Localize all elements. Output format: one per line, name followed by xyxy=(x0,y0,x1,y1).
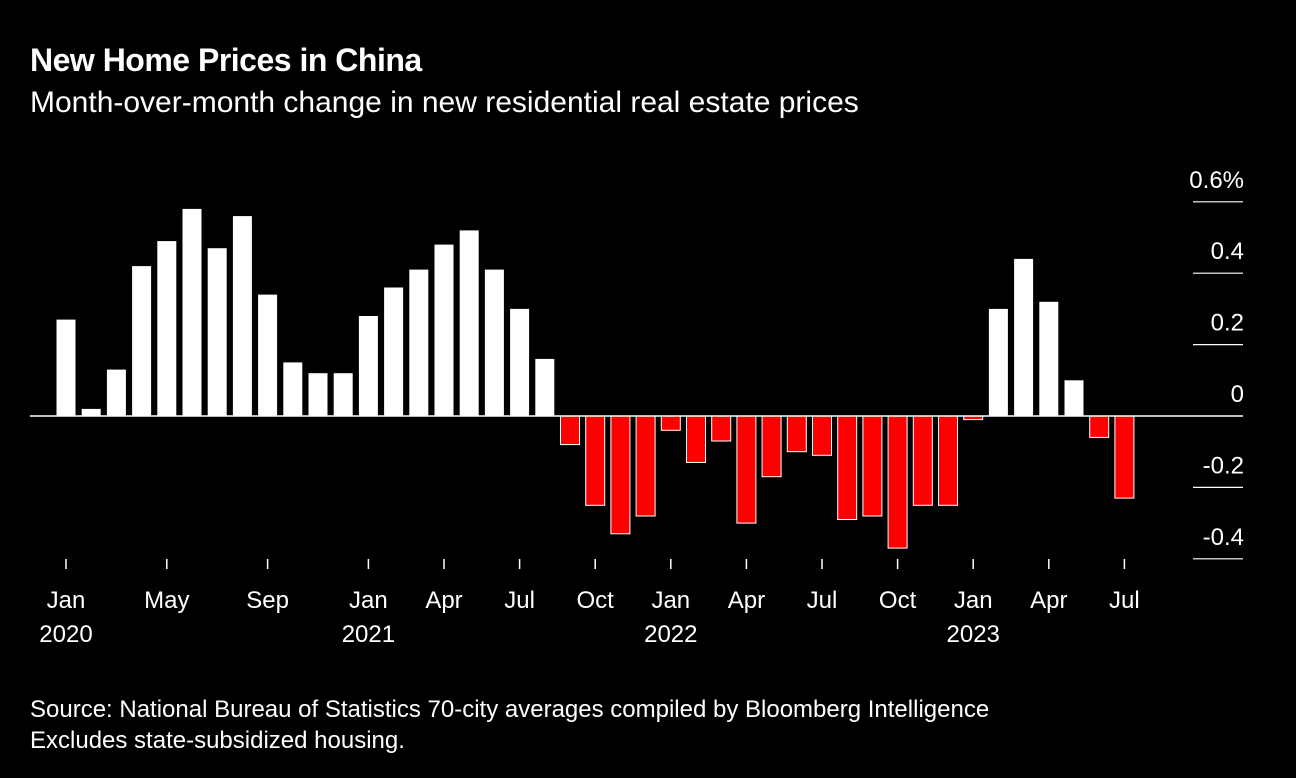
bar-positive xyxy=(459,230,479,416)
x-tick-label: Apr xyxy=(1030,587,1067,614)
y-tick-label: 0.2 xyxy=(1211,310,1244,337)
bar-negative xyxy=(862,415,883,517)
x-tick-label: Jan xyxy=(47,587,86,614)
source-line: Source: National Bureau of Statistics 70… xyxy=(30,696,990,723)
bar-negative xyxy=(736,415,757,524)
x-tick-label: Jan xyxy=(954,587,993,614)
bar-positive xyxy=(510,308,530,416)
bar-negative xyxy=(560,415,580,446)
y-tick-label: -0.2 xyxy=(1203,452,1244,479)
bar-negative xyxy=(761,415,782,478)
bar-positive xyxy=(434,244,454,416)
bar-positive xyxy=(106,369,126,416)
bar-positive xyxy=(308,373,328,416)
x-year-label: 2022 xyxy=(644,621,697,648)
bar-positive xyxy=(232,216,252,416)
x-tick-label: Jul xyxy=(1109,587,1140,614)
bar-positive xyxy=(182,208,202,416)
bar-positive xyxy=(207,248,227,416)
bar-positive xyxy=(132,266,152,416)
x-tick-label: Apr xyxy=(728,587,765,614)
bar-positive xyxy=(988,308,1008,416)
bar-positive xyxy=(157,241,177,416)
bar-chart: 0.6% 0.4 0.2 0 -0.2 -0.4 Jan 2020 May Sep Jan 2021 A… xyxy=(30,167,1244,648)
x-tick-label: Jan xyxy=(349,587,388,614)
bar-negative xyxy=(1089,415,1110,438)
bar-positive xyxy=(535,358,555,416)
bar-positive xyxy=(81,408,101,416)
footnote-line: Excludes state-subsidized housing. xyxy=(30,727,405,754)
x-tick-label: Jan xyxy=(651,587,690,614)
x-tick-label: Oct xyxy=(879,587,917,614)
x-tick-label: Apr xyxy=(425,587,462,614)
bar-negative xyxy=(660,415,681,431)
bar-negative xyxy=(938,415,958,506)
bar-negative xyxy=(711,415,732,442)
source-note: Source: National Bureau of Statistics 70… xyxy=(30,694,989,756)
bar-positive xyxy=(258,294,278,416)
bar-positive xyxy=(409,269,429,416)
bar-negative xyxy=(786,415,807,453)
bar-negative xyxy=(686,415,706,463)
x-tick-label: Jul xyxy=(504,587,535,614)
y-tick-label: -0.4 xyxy=(1203,524,1244,551)
x-tick-label: Jul xyxy=(807,587,838,614)
bar-positive xyxy=(56,319,76,416)
bar-positive xyxy=(1064,380,1084,416)
x-year-label: 2023 xyxy=(947,621,1000,648)
x-tick-label: Oct xyxy=(577,587,615,614)
x-year-label: 2021 xyxy=(342,621,395,648)
bar-positive xyxy=(484,269,504,416)
y-tick-label: 0.6% xyxy=(1189,167,1244,194)
bar-negative xyxy=(912,415,933,506)
x-year-label: 2020 xyxy=(39,621,92,648)
x-tick-label: Sep xyxy=(246,587,289,614)
bar-negative xyxy=(610,415,631,535)
bar-positive xyxy=(1039,301,1059,416)
chart-subtitle: Month-over-month change in new residenti… xyxy=(30,86,859,119)
bar-negative xyxy=(887,415,908,549)
y-tick-label: 0 xyxy=(1231,381,1244,408)
bar-positive xyxy=(333,373,353,416)
bar-negative xyxy=(1114,415,1135,499)
bar-positive xyxy=(283,362,303,416)
chart-title: New Home Prices in China xyxy=(30,42,422,78)
bar-negative xyxy=(812,415,832,456)
bar-negative xyxy=(585,415,606,506)
bar-positive xyxy=(358,316,378,416)
x-tick-label: May xyxy=(144,587,189,614)
bar-negative xyxy=(837,415,858,520)
bar-negative xyxy=(635,415,656,517)
bar-positive xyxy=(1014,258,1034,416)
bar-positive xyxy=(384,287,404,416)
y-tick-label: 0.4 xyxy=(1211,238,1244,265)
